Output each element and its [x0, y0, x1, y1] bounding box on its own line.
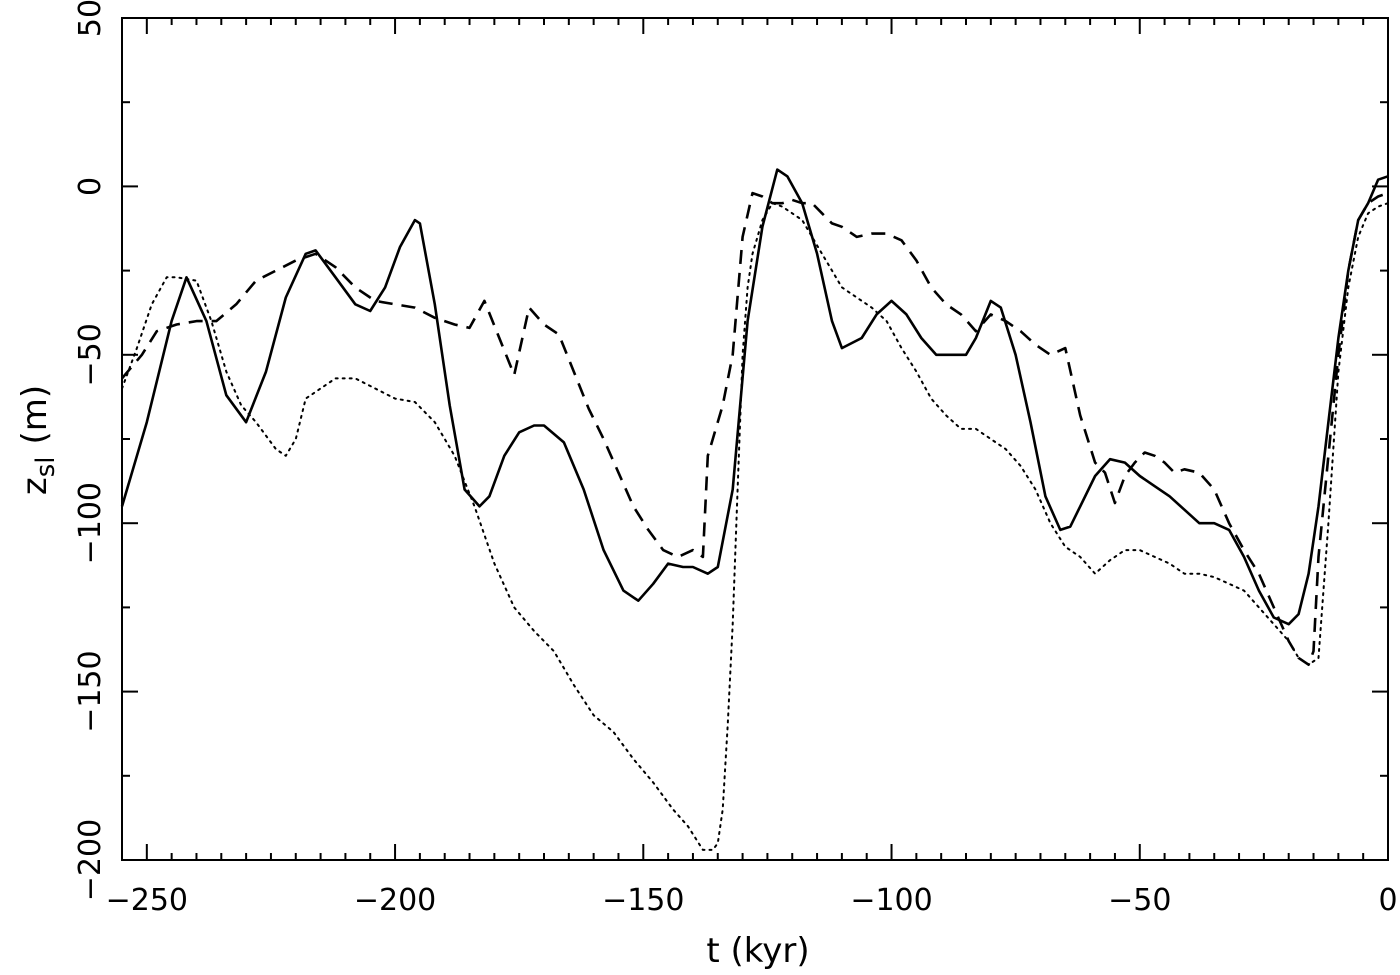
y-tick-label: −150	[73, 650, 108, 732]
x-tick-label: −150	[602, 883, 684, 918]
y-axis-title: zsl (m)	[15, 385, 61, 495]
y-axis-title-unit: (m)	[15, 385, 55, 445]
y-tick-label: −50	[73, 323, 108, 386]
y-tick-label: −100	[73, 482, 108, 564]
y-tick-label: −200	[73, 819, 108, 901]
y-axis-title-sub: sl	[31, 457, 61, 478]
axis-ticks	[121, 17, 1389, 861]
series-line-dotted	[121, 202, 1389, 851]
x-tick-label: −200	[354, 883, 436, 918]
plot-frame	[121, 17, 1389, 861]
x-axis-title: t (kyr)	[706, 931, 809, 971]
x-tick-label: 0	[1378, 883, 1397, 918]
x-tick-label: −250	[106, 883, 188, 918]
y-tick-label: 50	[73, 0, 108, 37]
y-tick-label: 0	[73, 177, 108, 196]
y-axis-title-main: z	[15, 477, 55, 495]
series-layer	[120, 168, 1389, 851]
x-tick-label: −50	[1108, 883, 1171, 918]
series-line-dashed	[121, 191, 1389, 667]
series-line-solid	[120, 168, 1389, 626]
x-tick-label: −100	[850, 883, 932, 918]
